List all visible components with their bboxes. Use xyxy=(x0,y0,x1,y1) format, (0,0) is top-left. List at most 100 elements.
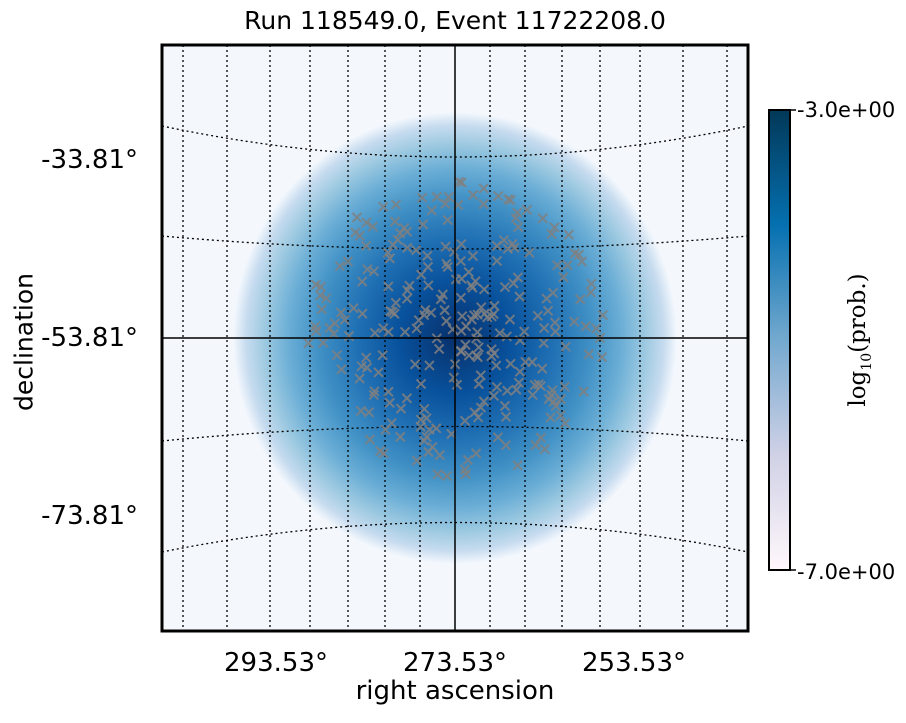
event-marker xyxy=(439,305,450,316)
event-marker xyxy=(339,314,350,326)
event-marker xyxy=(467,250,479,262)
event-marker xyxy=(356,361,367,372)
colorbar-min-label: -7.0e+00 xyxy=(797,560,896,584)
event-marker xyxy=(470,448,482,459)
event-marker xyxy=(596,351,608,363)
event-marker xyxy=(512,460,523,471)
event-marker xyxy=(460,468,471,480)
event-marker xyxy=(350,227,361,238)
event-marker xyxy=(415,269,427,280)
event-marker xyxy=(455,345,467,357)
event-marker xyxy=(378,201,389,212)
event-marker xyxy=(421,412,432,424)
event-marker xyxy=(486,350,497,362)
event-marker xyxy=(448,246,460,258)
event-marker xyxy=(368,389,379,401)
event-marker xyxy=(427,441,438,453)
event-marker xyxy=(367,221,378,232)
event-marker xyxy=(535,432,547,444)
event-marker xyxy=(456,238,467,250)
event-marker xyxy=(512,272,524,283)
event-marker xyxy=(459,415,471,427)
event-marker xyxy=(411,323,422,334)
event-marker xyxy=(530,440,541,451)
event-marker xyxy=(386,417,397,429)
event-marker xyxy=(597,309,609,321)
event-marker xyxy=(478,183,489,194)
event-marker xyxy=(499,400,511,412)
event-marker xyxy=(546,389,557,401)
event-marker xyxy=(585,287,597,298)
y-tick-label: -73.81° xyxy=(41,501,138,531)
event-marker xyxy=(425,307,437,318)
event-marker xyxy=(542,305,554,317)
event-marker xyxy=(348,302,359,314)
event-marker xyxy=(390,199,402,210)
event-marker xyxy=(491,360,502,371)
event-marker xyxy=(404,280,415,291)
event-marker xyxy=(578,386,589,397)
event-marker xyxy=(575,294,586,305)
event-marker xyxy=(463,266,474,278)
event-marker xyxy=(467,282,478,293)
event-marker xyxy=(546,228,557,240)
event-marker xyxy=(316,304,327,315)
event-marker xyxy=(500,440,512,451)
event-marker xyxy=(336,364,347,375)
event-marker xyxy=(472,412,484,423)
event-marker xyxy=(549,317,561,328)
event-marker xyxy=(498,234,510,246)
event-marker xyxy=(395,403,407,414)
event-marker xyxy=(360,352,372,363)
event-marker xyxy=(402,242,413,254)
event-marker xyxy=(511,207,523,218)
event-marker xyxy=(538,322,550,334)
event-marker xyxy=(467,189,479,201)
event-marker xyxy=(501,331,513,342)
event-marker xyxy=(401,293,413,304)
colorbar xyxy=(768,109,791,571)
event-marker xyxy=(478,198,489,210)
event-marker xyxy=(432,469,443,480)
event-marker xyxy=(357,308,368,319)
event-marker xyxy=(383,281,394,292)
event-marker xyxy=(476,302,487,313)
event-marker xyxy=(390,297,402,308)
event-marker xyxy=(538,337,549,349)
event-marker xyxy=(488,308,499,320)
event-marker xyxy=(569,316,580,327)
event-marker xyxy=(441,315,452,327)
event-marker xyxy=(502,385,513,396)
event-marker xyxy=(417,219,429,230)
event-marker xyxy=(321,293,332,304)
y-tick-label: -33.81° xyxy=(41,145,138,175)
event-marker xyxy=(411,455,423,466)
event-marker xyxy=(354,373,365,384)
event-marker xyxy=(514,366,526,377)
y-tick-label: -53.81° xyxy=(41,323,138,353)
event-marker xyxy=(435,294,447,305)
event-marker xyxy=(343,330,355,342)
event-marker xyxy=(504,314,516,325)
event-marker xyxy=(555,410,566,421)
event-marker xyxy=(503,194,514,205)
event-marker xyxy=(357,276,368,287)
event-marker xyxy=(491,240,503,251)
event-marker xyxy=(360,240,372,251)
event-marker xyxy=(456,325,467,337)
event-marker xyxy=(511,384,522,395)
event-marker xyxy=(385,305,396,317)
event-marker xyxy=(440,198,451,210)
event-marker xyxy=(303,337,314,349)
event-marker xyxy=(363,407,375,418)
event-marker xyxy=(586,278,597,289)
event-marker xyxy=(399,222,410,234)
event-marker xyxy=(479,308,490,319)
event-marker xyxy=(369,327,381,339)
event-marker xyxy=(399,326,411,338)
event-marker xyxy=(590,323,602,334)
event-marker xyxy=(519,326,530,337)
event-marker xyxy=(580,321,592,332)
event-marker xyxy=(545,412,556,423)
event-marker xyxy=(451,379,463,391)
